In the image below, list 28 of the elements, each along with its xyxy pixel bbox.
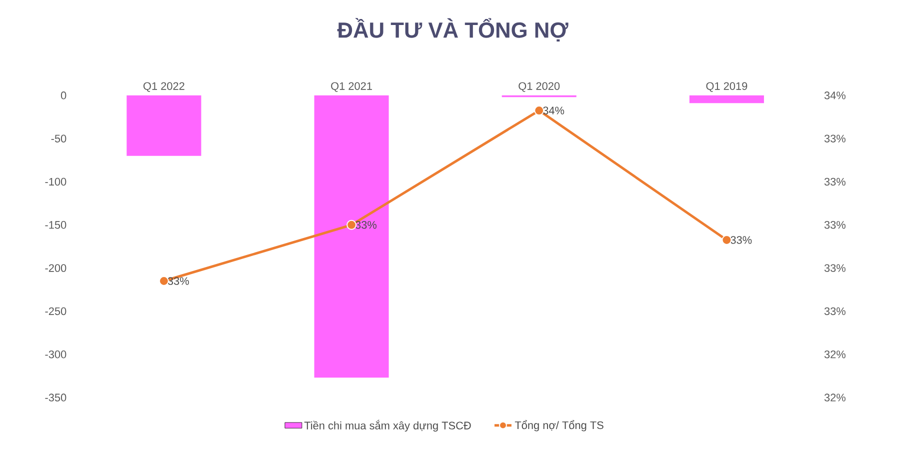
legend-label: Tổng nợ/ Tổng TS <box>514 420 604 432</box>
y2-tick-label: 33% <box>824 178 846 186</box>
y-tick-label: -300 <box>45 350 66 358</box>
y2-tick-label: 32% <box>824 350 846 358</box>
chart-title: ĐẦU TƯ VÀ TỔNG NỢ <box>337 18 568 42</box>
y2-tick-label: 34% <box>824 92 846 100</box>
y2-tick-label: 33% <box>824 264 846 272</box>
y-tick-label: -350 <box>45 394 66 402</box>
y-tick-label: -250 <box>45 307 66 316</box>
legend-label: Tiền chi mua sắm xây dựng TSCĐ <box>304 420 471 432</box>
y-tick-label: 0 <box>60 92 66 100</box>
data-label: 34% <box>543 106 564 114</box>
data-label: 33% <box>168 277 189 285</box>
y2-tick-label: 33% <box>824 134 846 142</box>
x-tick-label: Q1 2021 <box>331 82 372 92</box>
y2-tick-label: 33% <box>824 307 846 316</box>
point <box>158 276 169 286</box>
point <box>346 220 356 230</box>
x-tick-label: Q1 2019 <box>706 82 748 92</box>
data-label: 33% <box>730 236 752 244</box>
y2-tick-label: 32% <box>824 394 846 402</box>
x-tick-label: Q1 2020 <box>518 82 560 92</box>
y-tick-label: -200 <box>45 264 66 272</box>
y-tick-label: -100 <box>45 178 66 186</box>
y2-tick-label: 33% <box>824 220 846 229</box>
y-tick-label: -50 <box>51 134 66 142</box>
y-tick-label: -150 <box>45 220 66 229</box>
x-tick-label: Q1 2022 <box>143 82 184 92</box>
